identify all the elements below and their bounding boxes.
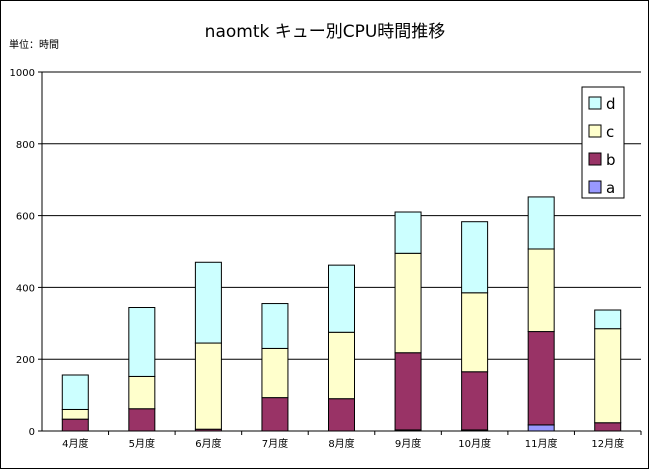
y-tick-label: 800	[16, 140, 35, 151]
legend-swatch-c	[588, 124, 602, 138]
bar-segment-d	[594, 309, 622, 330]
x-tick-label: 4月度	[62, 437, 88, 450]
bar-segment-d	[61, 374, 89, 410]
bar-segment-b	[594, 422, 622, 432]
bar-segment-c	[594, 328, 622, 424]
bar-segment-c	[461, 292, 489, 373]
bar-segment-b	[527, 331, 555, 426]
x-tick-label: 7月度	[262, 437, 288, 450]
unit-label: 単位：時間	[9, 38, 59, 51]
bar-segment-d	[328, 264, 355, 333]
y-tick-label: 0	[29, 427, 35, 438]
bar-segment-d	[394, 211, 422, 254]
x-tick-label: 11月度	[525, 437, 558, 450]
bar-segment-d	[261, 303, 289, 349]
bar-segment-a	[527, 424, 555, 432]
legend-label-a: a	[606, 179, 615, 197]
bars-layer	[61, 196, 622, 432]
axis-layer: 0 200 400 600 800 1000 4月度 5月度 6月度 7月度 8月度 9月度 10月度 1…	[10, 68, 642, 450]
x-tick-label: 9月度	[395, 437, 421, 450]
legend-box	[581, 86, 625, 199]
x-tick-label: 10月度	[458, 437, 491, 450]
bar-segment-d	[527, 196, 555, 250]
bar-segment-d	[128, 307, 156, 377]
bar-segment-b	[461, 371, 489, 431]
bar-segment-c	[394, 252, 422, 354]
bar-segment-c	[194, 342, 222, 430]
legend-swatch-a	[588, 180, 602, 194]
bar-segment-b	[128, 408, 156, 432]
legend-label-b: b	[606, 151, 616, 169]
y-tick-label: 600	[16, 212, 35, 223]
bar-segment-b	[394, 352, 422, 431]
y-tick-label: 200	[16, 355, 35, 366]
bar-segment-d	[194, 261, 222, 344]
bar-segment-b	[328, 398, 355, 432]
legend-swatch-d	[588, 96, 602, 110]
x-tick-label: 5月度	[129, 437, 155, 450]
y-tick-label: 400	[16, 283, 35, 294]
y-tick-label: 1000	[10, 68, 35, 79]
chart-title: naomtk キュー別CPU時間推移	[205, 22, 446, 42]
x-tick-label: 6月度	[195, 437, 221, 450]
bar-segment-c	[527, 248, 555, 333]
bar-segment-b	[61, 418, 89, 432]
legend-swatch-b	[588, 152, 602, 166]
x-tick-label: 8月度	[328, 437, 354, 450]
legend-label-d: d	[606, 95, 616, 113]
bar-segment-c	[261, 347, 289, 399]
bar-segment-c	[328, 331, 355, 400]
bar-segment-b	[261, 397, 289, 432]
legend-label-c: c	[606, 123, 614, 141]
bar-segment-d	[461, 221, 489, 294]
bar-segment-c	[128, 375, 156, 410]
x-tick-label: 12月度	[591, 437, 624, 450]
bar-segment-c	[61, 408, 89, 420]
